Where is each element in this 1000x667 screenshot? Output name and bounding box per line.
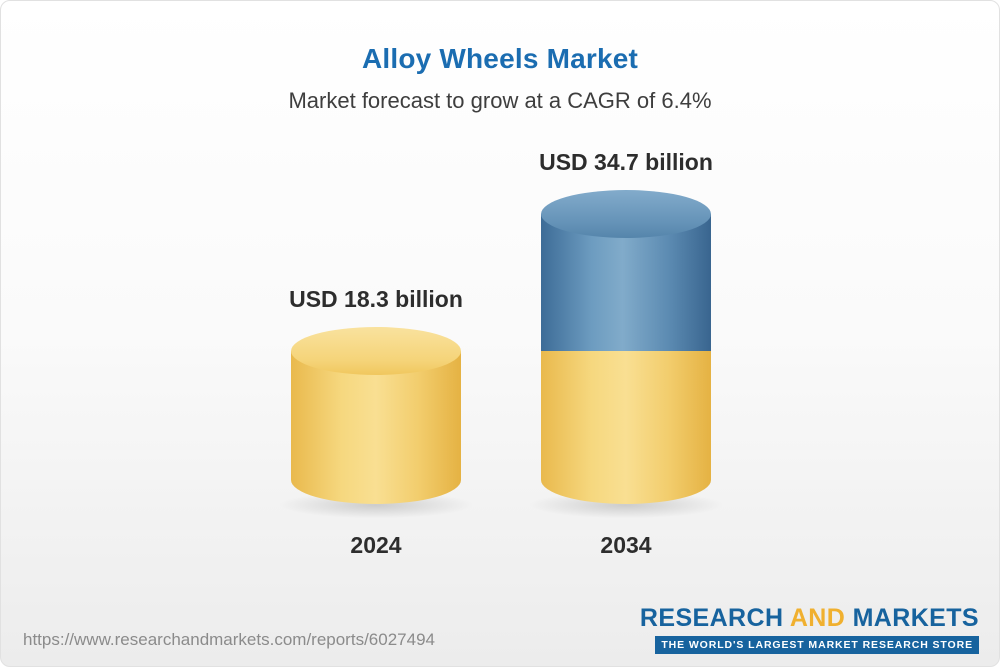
logo-tagline: THE WORLD'S LARGEST MARKET RESEARCH STOR… [655,636,979,654]
logo-word-and: AND [789,604,846,632]
logo-word-research: RESEARCH [639,604,784,632]
cylinder-2034-growth-segment [541,190,711,351]
cylinder-2024 [291,327,461,504]
logo-word-markets: MARKETS [852,604,979,632]
cylinder-top-ellipse-2024 [291,327,461,375]
value-label-2034: USD 34.7 billion [539,149,713,175]
research-and-markets-logo: RESEARCH AND MARKETS THE WORLD'S LARGEST… [640,604,979,654]
source-url-link[interactable]: https://www.researchandmarkets.com/repor… [23,630,435,649]
cylinder-2034-base-segment [541,351,711,504]
page-subtitle: Market forecast to grow at a CAGR of 6.4… [288,88,712,113]
category-label-2034: 2034 [600,532,652,558]
value-label-2024: USD 18.3 billion [289,286,463,312]
logo-wordmark: RESEARCH AND MARKETS [640,604,979,633]
cylinder-top-ellipse-2034 [541,190,711,238]
page-title: Alloy Wheels Market [361,43,639,74]
category-label-2024: 2024 [350,532,402,558]
